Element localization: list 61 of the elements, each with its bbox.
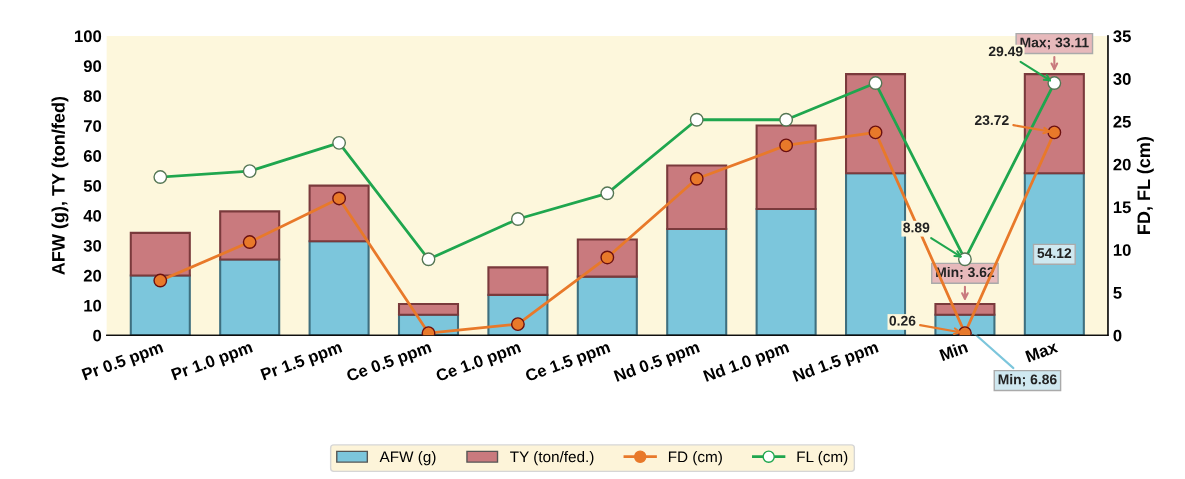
- x-tick-label: Pr 1.0 ppm: [170, 340, 255, 384]
- point: [689, 171, 704, 186]
- y-tick-label: 70: [83, 120, 102, 132]
- bar: [397, 302, 460, 316]
- legend-label: TY (ton/fed.): [510, 451, 594, 466]
- point: [510, 317, 525, 332]
- data-label: Min; 6.86: [998, 374, 1057, 387]
- data-label: 23.72: [974, 115, 1009, 126]
- bar: [755, 124, 817, 210]
- bar: [308, 240, 370, 336]
- data-label: 0.26: [889, 315, 916, 326]
- point: [1047, 125, 1062, 140]
- bar: [1023, 172, 1085, 336]
- x-tick-label: Max: [1025, 340, 1059, 363]
- point: [153, 273, 168, 288]
- point: [332, 191, 347, 206]
- legend-label: FL (cm): [797, 451, 848, 466]
- y2-tick-label: 5: [1113, 287, 1122, 299]
- data-label: 8.89: [903, 222, 930, 233]
- y2-tick-label: 35: [1113, 30, 1131, 43]
- y-tick-label: 100: [75, 30, 102, 43]
- point: [779, 138, 794, 153]
- bar: [129, 274, 191, 336]
- bar: [666, 164, 728, 231]
- y2-tick-label: 30: [1113, 73, 1131, 85]
- y2-axis-title: FD, FL (cm): [1136, 137, 1154, 234]
- y-tick-label: 30: [83, 239, 102, 252]
- y-tick-label: 40: [83, 209, 102, 222]
- bar: [666, 227, 728, 336]
- x-tick-label: Nd 1.5 ppm: [792, 340, 880, 386]
- point: [600, 250, 615, 265]
- x-tick-label: Nd 1.0 ppm: [702, 340, 791, 386]
- y-tick-label: 50: [83, 180, 102, 192]
- y2-tick-label: 20: [1113, 158, 1131, 171]
- x-tick-label: Min: [939, 340, 969, 361]
- y2-tick-label: 10: [1113, 244, 1131, 256]
- x-tick-label: Ce 1.0 ppm: [435, 340, 523, 385]
- y-tick-label: 20: [83, 269, 102, 282]
- y2-tick-label: 15: [1113, 201, 1131, 214]
- y-tick-label: 90: [83, 60, 102, 73]
- data-label: 54.12: [1037, 248, 1072, 259]
- x-tick-label: Nd 0.5 ppm: [613, 340, 702, 386]
- x-tick-label: Ce 1.5 ppm: [524, 340, 612, 385]
- point: [242, 235, 257, 250]
- y-axis-title: AFW (g), TY (ton/fed): [51, 96, 69, 275]
- bar: [129, 231, 191, 277]
- x-tick-label: Ce 0.5 ppm: [345, 340, 433, 385]
- x-tick-label: Pr 1.5 ppm: [260, 341, 344, 384]
- bar: [755, 207, 817, 336]
- y-tick-label: 80: [83, 90, 102, 102]
- legend-label: FD (cm): [668, 451, 722, 466]
- bar: [576, 275, 638, 336]
- y-tick-label: 10: [84, 299, 102, 312]
- y-tick-label: 60: [83, 150, 102, 162]
- bar: [487, 266, 549, 296]
- y2-tick-label: 0: [1113, 329, 1122, 342]
- bar: [219, 258, 281, 336]
- legend-label: AFW (g): [379, 451, 436, 466]
- point: [868, 125, 883, 140]
- y-tick-label: 0: [93, 329, 102, 342]
- y2-tick-label: 25: [1113, 115, 1131, 128]
